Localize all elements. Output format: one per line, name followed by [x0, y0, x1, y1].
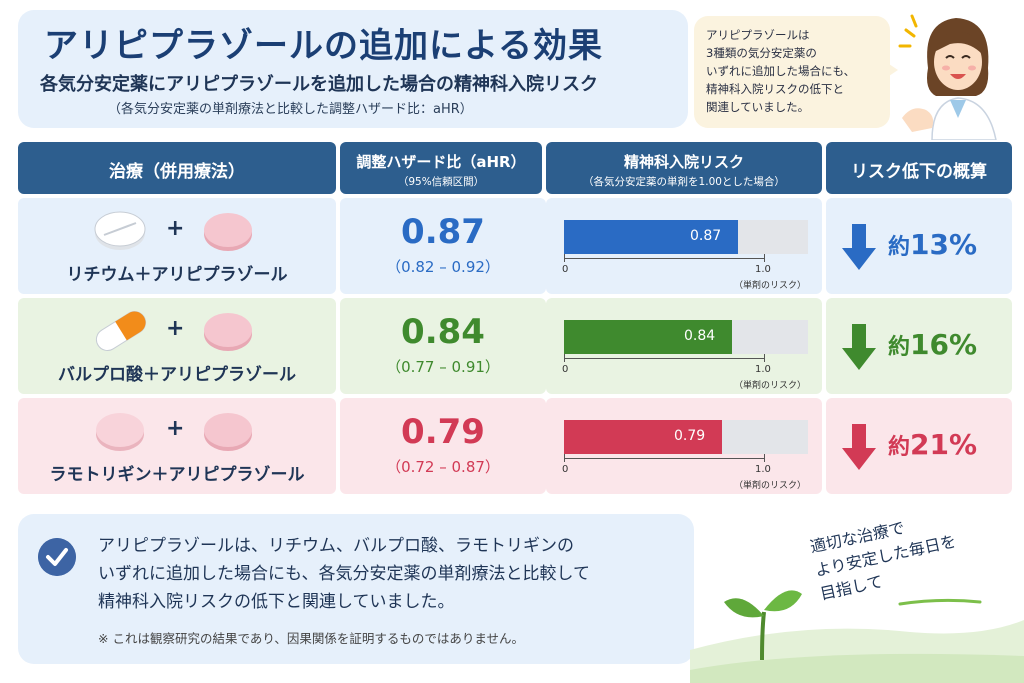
header-risk: 精神科入院リスク （各気分安定薬の単剤を1.00とした場合）	[546, 142, 822, 194]
doctor-illustration	[898, 14, 997, 140]
ahr-cell: 0.84 （0.77 – 0.91）	[340, 298, 546, 394]
reduction-value: 約21%	[888, 428, 978, 461]
page-title: アリピプラゾールの追加による効果	[44, 26, 603, 66]
plus-sign: +	[166, 416, 185, 441]
page-subnote: （各気分安定薬の単剤療法と比較した調整ハザード比：aHR）	[108, 102, 473, 117]
axis-note: （単剤のリスク）	[734, 481, 807, 491]
summary-line: 精神科入院リスクの低下と関連していました。	[98, 592, 455, 612]
bubble-line: いずれに追加した場合にも、	[706, 64, 856, 78]
summary-text: アリピプラゾールは、リチウム、バルプロ酸、ラモトリギンの いずれに追加した場合に…	[98, 532, 590, 616]
ahr-ci: （0.77 – 0.91）	[386, 358, 500, 376]
risk-cell: 0.84 0 1.0 （単剤のリスク）	[546, 298, 822, 394]
axis-tick	[764, 254, 765, 262]
risk-bar-label: 0.79	[674, 428, 706, 444]
lithium-tablet-icon	[94, 211, 146, 250]
axis-line	[564, 358, 764, 359]
disclaimer-note: ※ これは観察研究の結果であり、因果関係を証明するものではありません。	[98, 631, 524, 646]
reduction-cell: 約16%	[826, 298, 1012, 394]
speech-bubble: アリピプラゾールは 3種類の気分安定薬の いずれに追加した場合にも、 精神科入院…	[694, 16, 890, 128]
axis-tick-label: 1.0	[755, 364, 771, 375]
treatment-cell: + リチウム＋アリピプラゾール	[18, 198, 336, 294]
axis-tick	[764, 354, 765, 362]
risk-bar-track: 0.84	[564, 320, 808, 354]
aripiprazole-tablet-icon	[204, 213, 252, 251]
axis-line	[564, 458, 764, 459]
header-reduction: リスク低下の概算	[826, 142, 1012, 194]
bubble-line: 精神科入院リスクの低下と	[706, 82, 844, 96]
arrow-down-icon	[842, 324, 876, 370]
axis-tick-label: 0	[562, 264, 569, 275]
risk-bar-label: 0.84	[684, 328, 716, 344]
treatment-label: リチウム＋アリピプラゾール	[66, 265, 288, 285]
ahr-ci: （0.82 – 0.92）	[386, 258, 500, 276]
summary-panel	[18, 514, 694, 664]
summary-line: いずれに追加した場合にも、各気分安定薬の単剤療法と比較して	[98, 564, 590, 584]
table-row: + リチウム＋アリピプラゾール 0.87 （0.82 – 0.92） 0.87 …	[18, 198, 1012, 294]
bubble-line: アリピプラゾールは	[706, 28, 810, 42]
risk-bar	[564, 220, 738, 254]
axis-tick-label: 0	[562, 364, 569, 375]
reduction-cell: 約21%	[826, 398, 1012, 494]
table-row: + バルプロ酸＋アリピプラゾール 0.84 （0.77 – 0.91） 0.84…	[18, 298, 1012, 394]
ahr-value: 0.84	[401, 312, 485, 352]
treatment-label: バルプロ酸＋アリピプラゾール	[58, 365, 296, 385]
axis-tick	[764, 454, 765, 462]
ahr-cell: 0.87 （0.82 – 0.92）	[340, 198, 546, 294]
check-icon	[38, 538, 76, 576]
header-treatment: 治療（併用療法）	[18, 142, 336, 194]
axis-tick-label: 1.0	[755, 264, 771, 275]
axis-tick	[564, 354, 565, 362]
ahr-value: 0.87	[401, 212, 485, 252]
header-panel	[18, 10, 688, 128]
plus-sign: +	[166, 316, 185, 341]
risk-bar-track: 0.87	[564, 220, 808, 254]
treatment-label: ラモトリギン＋アリピプラゾール	[49, 465, 305, 485]
aripiprazole-tablet-icon	[204, 413, 252, 451]
reduction-value: 約16%	[888, 328, 978, 361]
axis-tick	[564, 254, 565, 262]
risk-bar-track: 0.79	[564, 420, 808, 454]
axis-tick-label: 0	[562, 464, 569, 475]
aripiprazole-tablet-icon	[204, 313, 252, 351]
valproate-capsule-icon	[95, 311, 147, 351]
ahr-ci: （0.72 – 0.87）	[386, 458, 500, 476]
arrow-down-icon	[842, 224, 876, 270]
risk-cell: 0.87 0 1.0 （単剤のリスク）	[546, 198, 822, 294]
summary-line: アリピプラゾールは、リチウム、バルプロ酸、ラモトリギンの	[98, 536, 574, 556]
page-subtitle: 各気分安定薬にアリピプラゾールを追加した場合の精神科入院リスク	[40, 74, 598, 95]
bubble-line: 関連していました。	[706, 100, 810, 114]
risk-bar-label: 0.87	[690, 228, 722, 244]
axis-note: （単剤のリスク）	[734, 281, 807, 291]
bubble-tail	[886, 62, 898, 78]
treatment-cell: + バルプロ酸＋アリピプラゾール	[18, 298, 336, 394]
treatment-cell: + ラモトリギン＋アリピプラゾール	[18, 398, 336, 494]
risk-bar	[564, 420, 722, 454]
reduction-cell: 約13%	[826, 198, 1012, 294]
axis-tick	[564, 454, 565, 462]
ahr-cell: 0.79 （0.72 – 0.87）	[340, 398, 546, 494]
ahr-value: 0.79	[401, 412, 485, 452]
risk-cell: 0.79 0 1.0 （単剤のリスク）	[546, 398, 822, 494]
axis-tick-label: 1.0	[755, 464, 771, 475]
header-ahr: 調整ハザード比（aHR） （95%信頼区間）	[340, 142, 542, 194]
bubble-line: 3種類の気分安定薬の	[706, 46, 817, 60]
lamotrigine-tablet-icon	[96, 413, 144, 451]
risk-bar	[564, 320, 732, 354]
arrow-down-icon	[842, 424, 876, 470]
axis-line	[564, 258, 764, 259]
sprout-illustration	[690, 590, 1024, 683]
plus-sign: +	[166, 216, 185, 241]
axis-note: （単剤のリスク）	[734, 381, 807, 391]
reduction-value: 約13%	[888, 228, 978, 261]
table-row: + ラモトリギン＋アリピプラゾール 0.79 （0.72 – 0.87） 0.7…	[18, 398, 1012, 494]
